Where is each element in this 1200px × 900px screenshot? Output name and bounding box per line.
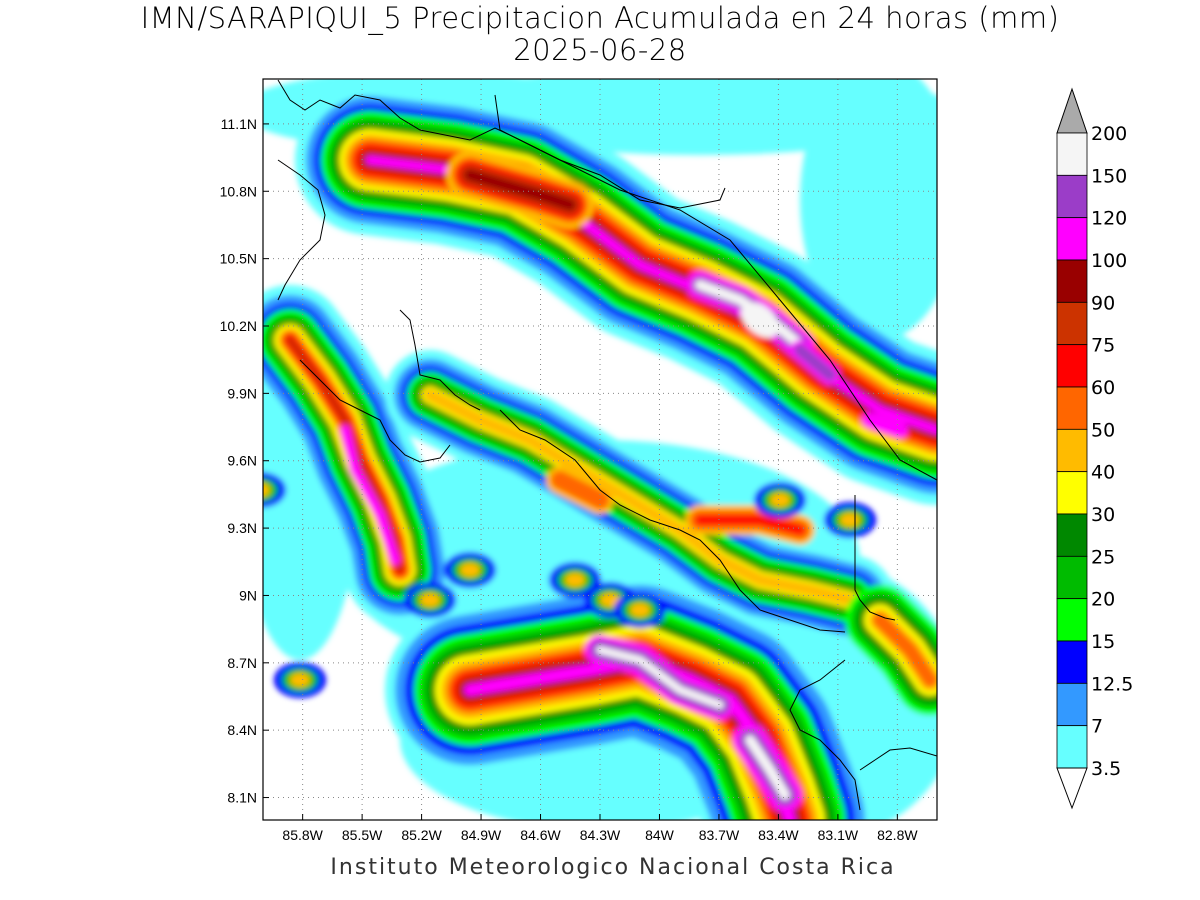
colorbar-label: 12.5: [1091, 673, 1133, 695]
credit-footer: Instituto Meteorologico Nacional Costa R…: [330, 855, 896, 880]
y-tick-label: 8.7N: [227, 655, 257, 671]
colorbar-label: 60: [1091, 377, 1115, 399]
colorbar-label: 15: [1091, 631, 1115, 653]
colorbar-label: 90: [1091, 292, 1115, 314]
coastline-outline: [277, 79, 937, 811]
x-tick-label: 83.4W: [758, 827, 799, 843]
colorbar-label: 20: [1091, 589, 1115, 611]
colorbar-over-arrow: [1056, 87, 1088, 134]
y-tick-label: 8.4N: [227, 722, 257, 738]
y-tick-label: 9N: [239, 587, 257, 603]
y-tick-label: 9.6N: [227, 453, 257, 469]
y-tick-label: 10.8N: [220, 183, 257, 199]
y-tick-label: 10.2N: [220, 318, 257, 334]
x-tick-label: 84W: [645, 827, 675, 843]
colorbar-swatch: [1056, 259, 1088, 303]
x-tick-label: 84.6W: [520, 827, 561, 843]
colorbar-swatch: [1056, 598, 1088, 642]
colorbar-legend: 200 150 120 100 90 75 60 50 40 30 25 20 15 12.5 7 3.5: [1056, 87, 1133, 810]
map-title: IMN/SARAPIQUI_5 Precipitacion Acumulada …: [0, 2, 1200, 66]
colorbar-label: 100: [1091, 250, 1127, 272]
colorbar-swatch: [1056, 682, 1088, 727]
x-tick-label: 84.9W: [461, 827, 502, 843]
colorbar-swatch: [1056, 174, 1088, 219]
x-tick-label: 85.2W: [401, 827, 442, 843]
y-axis-ticks: 11.1N 10.8N 10.5N 10.2N 9.9N 9.6N 9.3N 9N 8.7N 8.…: [220, 116, 269, 806]
colorbar-label: 3.5: [1091, 758, 1121, 780]
precipitation-field: [263, 79, 937, 820]
title-line-2: 2025-06-28: [513, 33, 687, 67]
colorbar-label: 50: [1091, 419, 1115, 441]
colorbar-swatch: [1056, 471, 1088, 515]
colorbar-swatch: [1056, 428, 1088, 473]
colorbar-swatch: [1056, 555, 1088, 600]
colorbar-under-arrow: [1056, 767, 1088, 810]
x-axis-ticks: 85.8W 85.5W 85.2W 84.9W 84.6W 84.3W 84W 83.7W 83…: [282, 814, 918, 843]
colorbar-swatch: [1056, 640, 1088, 684]
y-tick-label: 10.5N: [220, 251, 257, 267]
y-tick-label: 9.3N: [227, 520, 257, 536]
y-tick-label: 9.9N: [227, 385, 257, 401]
colorbar-label: 120: [1091, 208, 1127, 230]
graticule: [263, 79, 937, 820]
colorbar-swatch: [1056, 386, 1088, 430]
colorbar-label: 25: [1091, 546, 1115, 568]
x-tick-label: 85.5W: [342, 827, 383, 843]
y-tick-label: 8.1N: [227, 790, 257, 806]
colorbar-swatch: [1056, 513, 1088, 557]
x-tick-label: 84.3W: [580, 827, 621, 843]
colorbar-swatch: [1056, 132, 1088, 176]
colorbar-label: 40: [1091, 462, 1115, 484]
y-tick-label: 11.1N: [221, 116, 257, 132]
colorbar-swatch: [1056, 301, 1088, 346]
colorbar-swatch: [1056, 217, 1088, 261]
colorbar-label: 200: [1091, 123, 1127, 145]
x-tick-label: 83.7W: [699, 827, 740, 843]
x-tick-label: 83.1W: [818, 827, 859, 843]
colorbar-label: 75: [1091, 335, 1115, 357]
title-line-1: IMN/SARAPIQUI_5 Precipitacion Acumulada …: [140, 1, 1060, 35]
colorbar-label: 150: [1091, 165, 1127, 187]
x-tick-label: 85.8W: [282, 827, 323, 843]
colorbar-label: 30: [1091, 504, 1115, 526]
colorbar-label: 7: [1091, 716, 1103, 738]
colorbar-swatch: [1056, 344, 1088, 388]
x-tick-label: 82.8W: [877, 827, 918, 843]
colorbar-swatch: [1056, 725, 1088, 769]
